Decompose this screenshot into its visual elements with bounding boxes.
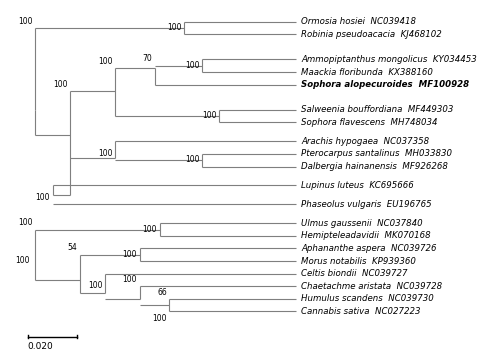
Text: 100: 100 <box>185 155 200 164</box>
Text: Morus notabilis  KP939360: Morus notabilis KP939360 <box>302 257 416 266</box>
Text: 100: 100 <box>53 80 68 89</box>
Text: 100: 100 <box>98 57 112 66</box>
Text: 100: 100 <box>185 61 200 70</box>
Text: 100: 100 <box>98 149 112 158</box>
Text: Ammopiptanthus mongolicus  KY034453: Ammopiptanthus mongolicus KY034453 <box>302 55 477 64</box>
Text: 70: 70 <box>142 55 152 64</box>
Text: 100: 100 <box>202 111 217 120</box>
Text: 100: 100 <box>15 256 30 265</box>
Text: Chaetachme aristata  NC039728: Chaetachme aristata NC039728 <box>302 282 442 291</box>
Text: 54: 54 <box>68 244 78 252</box>
Text: 100: 100 <box>122 275 137 284</box>
Text: Aphananthe aspera  NC039726: Aphananthe aspera NC039726 <box>302 244 437 253</box>
Text: 100: 100 <box>88 281 102 290</box>
Text: Cannabis sativa  NC027223: Cannabis sativa NC027223 <box>302 307 421 316</box>
Text: Hemipteleadavidii  MK070168: Hemipteleadavidii MK070168 <box>302 231 431 240</box>
Text: Maackia floribunda  KX388160: Maackia floribunda KX388160 <box>302 67 433 77</box>
Text: 100: 100 <box>168 23 182 32</box>
Text: Humulus scandens  NC039730: Humulus scandens NC039730 <box>302 294 434 303</box>
Text: 100: 100 <box>152 314 167 323</box>
Text: Dalbergia hainanensis  MF926268: Dalbergia hainanensis MF926268 <box>302 162 448 171</box>
Text: Lupinus luteus  KC695666: Lupinus luteus KC695666 <box>302 181 414 190</box>
Text: 0.020: 0.020 <box>28 342 54 351</box>
Text: 100: 100 <box>36 193 50 202</box>
Text: Salweenia bouffordiana  MF449303: Salweenia bouffordiana MF449303 <box>302 105 454 114</box>
Text: Celtis biondii  NC039727: Celtis biondii NC039727 <box>302 269 408 278</box>
Text: Robinia pseudoacacia  KJ468102: Robinia pseudoacacia KJ468102 <box>302 30 442 39</box>
Text: 66: 66 <box>157 288 167 296</box>
Text: 100: 100 <box>18 218 32 227</box>
Text: Ulmus gaussenii  NC037840: Ulmus gaussenii NC037840 <box>302 219 423 228</box>
Text: Arachis hypogaea  NC037358: Arachis hypogaea NC037358 <box>302 137 430 146</box>
Text: Pterocarpus santalinus  MH033830: Pterocarpus santalinus MH033830 <box>302 149 452 158</box>
Text: 100: 100 <box>142 225 157 234</box>
Text: Sophora flavescens  MH748034: Sophora flavescens MH748034 <box>302 118 438 127</box>
Text: 100: 100 <box>122 250 137 259</box>
Text: 100: 100 <box>18 17 32 26</box>
Text: Sophora alopecuroides  MF100928: Sophora alopecuroides MF100928 <box>302 80 470 89</box>
Text: Ormosia hosiei  NC039418: Ormosia hosiei NC039418 <box>302 17 416 26</box>
Text: Phaseolus vulgaris  EU196765: Phaseolus vulgaris EU196765 <box>302 200 432 209</box>
